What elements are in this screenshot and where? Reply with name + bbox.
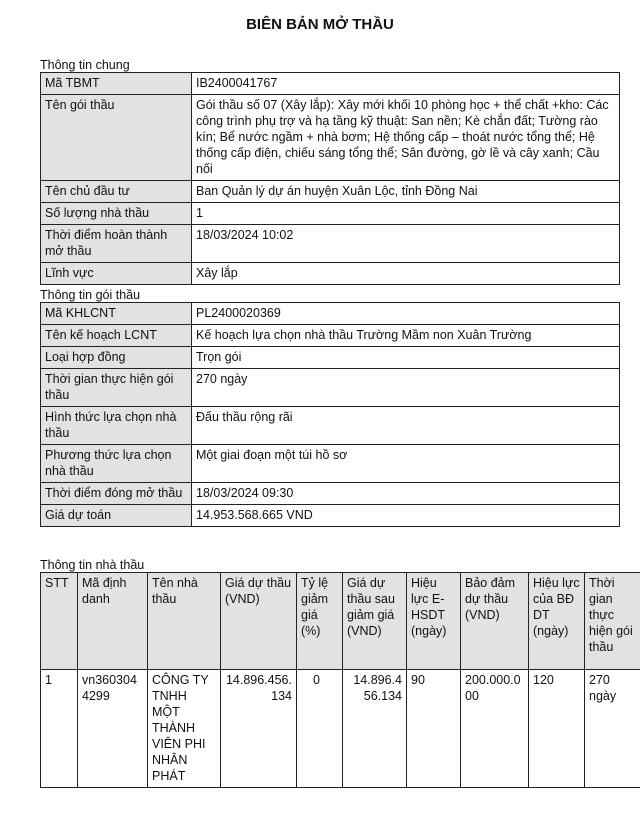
column-header: Hiệu lực của BĐ DT (ngày)	[528, 572, 585, 670]
table-row: 1 vn3603044299 CÔNG TY TNHH MỘT THÀNH VIÊN…	[40, 669, 640, 788]
field-label: Tên kế hoạch LCNT	[40, 324, 192, 347]
column-header: Hiệu lực E-HSDT (ngày)	[406, 572, 461, 670]
table-row: Loại hợp đồng Trọn gói	[40, 346, 620, 369]
field-value: 18/03/2024 09:30	[191, 482, 620, 505]
field-label: Phương thức lựa chọn nhà thầu	[40, 444, 192, 483]
field-label: Thời điểm đóng mở thầu	[40, 482, 192, 505]
field-label: Thời gian thực hiện gói thầu	[40, 368, 192, 407]
field-label: Thời điểm hoàn thành mở thầu	[40, 224, 192, 263]
field-value: 18/03/2024 10:02	[191, 224, 620, 263]
table-row: Thời gian thực hiện gói thầu 270 ngày	[40, 368, 620, 407]
section-heading: Thông tin nhà thầu	[40, 558, 145, 572]
field-value: Một giai đoạn một túi hồ sơ	[191, 444, 620, 483]
table-row: Thời điểm hoàn thành mở thầu 18/03/2024 1…	[40, 224, 620, 263]
table-row: Tên kế hoạch LCNT Kế hoạch lựa chọn nhà t…	[40, 324, 620, 347]
table-cell: 90	[406, 669, 461, 788]
table-row: Lĩnh vực Xây lắp	[40, 262, 620, 285]
field-label: Hình thức lựa chọn nhà thầu	[40, 406, 192, 445]
field-value: Ban Quản lý dự án huyện Xuân Lộc, tỉnh Đ…	[191, 180, 620, 203]
column-header: Tỷ lệ giảm giá (%)	[296, 572, 343, 670]
table-row: Tên chủ đầu tư Ban Quản lý dự án huyện Xu…	[40, 180, 620, 203]
field-label: Tên chủ đầu tư	[40, 180, 192, 203]
column-header: Bảo đảm dự thầu (VND)	[460, 572, 529, 670]
field-label: Số lượng nhà thầu	[40, 202, 192, 225]
package-info-section: Thông tin gói thầu Mã KHLCNT PL2400020369…	[40, 288, 620, 527]
field-value: 14.953.568.665 VND	[191, 504, 620, 527]
table-header-row: STT Mã định danh Tên nhà thầu Giá dự thầu (…	[40, 572, 640, 670]
general-info-table: Mã TBMT IB2400041767 Tên gói thầu Gói thầu …	[40, 72, 620, 285]
bidder-table: STT Mã định danh Tên nhà thầu Giá dự thầu (…	[40, 572, 640, 788]
package-info-table: Mã KHLCNT PL2400020369 Tên kế hoạch LCNT Kế…	[40, 302, 620, 527]
table-row: Phương thức lựa chọn nhà thầu Một giai đo…	[40, 444, 620, 483]
field-label: Loại hợp đồng	[40, 346, 192, 369]
field-value: Xây lắp	[191, 262, 620, 285]
bidder-info-section: Thông tin nhà thầu STT Mã định danh Tên nh…	[40, 558, 640, 788]
table-row: Thời điểm đóng mở thầu 18/03/2024 09:30	[40, 482, 620, 505]
document-title: BIÊN BẢN MỞ THẦU	[246, 16, 394, 33]
table-cell: 14.896.456.134	[220, 669, 297, 788]
field-label: Tên gói thầu	[40, 94, 192, 181]
general-info-section: Thông tin chung Mã TBMT IB2400041767 Tên g…	[40, 58, 620, 285]
column-header: Mã định danh	[77, 572, 148, 670]
column-header: Thời gian thực hiện gói thầu	[584, 572, 640, 670]
table-row: Tên gói thầu Gói thầu số 07 (Xây lắp): Xâ…	[40, 94, 620, 181]
field-value: Kế hoạch lựa chọn nhà thầu Trường Mầm no…	[191, 324, 620, 347]
field-label: Lĩnh vực	[40, 262, 192, 285]
field-value: Đấu thầu rộng rãi	[191, 406, 620, 445]
table-cell: CÔNG TY TNHH MỘT THÀNH VIÊN PHI NHÂN PHÁ…	[147, 669, 221, 788]
section-heading: Thông tin gói thầu	[40, 288, 141, 302]
table-cell: vn3603044299	[77, 669, 148, 788]
column-header: Giá dự thầu (VND)	[220, 572, 297, 670]
field-label: Giá dự toán	[40, 504, 192, 527]
field-label: Mã TBMT	[40, 72, 192, 95]
table-cell: 0	[296, 669, 343, 788]
table-row: Giá dự toán 14.953.568.665 VND	[40, 504, 620, 527]
field-value: Trọn gói	[191, 346, 620, 369]
column-header: Tên nhà thầu	[147, 572, 221, 670]
table-cell: 14.896.456.134	[342, 669, 407, 788]
field-label: Mã KHLCNT	[40, 302, 192, 325]
table-row: Hình thức lựa chọn nhà thầu Đấu thầu rộng…	[40, 406, 620, 445]
field-value: IB2400041767	[191, 72, 620, 95]
field-value: 270 ngày	[191, 368, 620, 407]
table-row: Mã KHLCNT PL2400020369	[40, 302, 620, 325]
section-heading: Thông tin chung	[40, 58, 130, 72]
field-value: Gói thầu số 07 (Xây lắp): Xây mới khối 1…	[191, 94, 620, 181]
table-cell: 270 ngày	[584, 669, 640, 788]
table-row: Số lượng nhà thầu 1	[40, 202, 620, 225]
field-value: 1	[191, 202, 620, 225]
table-cell: 120	[528, 669, 585, 788]
table-cell: 1	[40, 669, 78, 788]
table-cell: 200.000.000	[460, 669, 529, 788]
field-value: PL2400020369	[191, 302, 620, 325]
column-header: STT	[40, 572, 78, 670]
column-header: Giá dự thầu sau giảm giá (VND)	[342, 572, 407, 670]
table-row: Mã TBMT IB2400041767	[40, 72, 620, 95]
